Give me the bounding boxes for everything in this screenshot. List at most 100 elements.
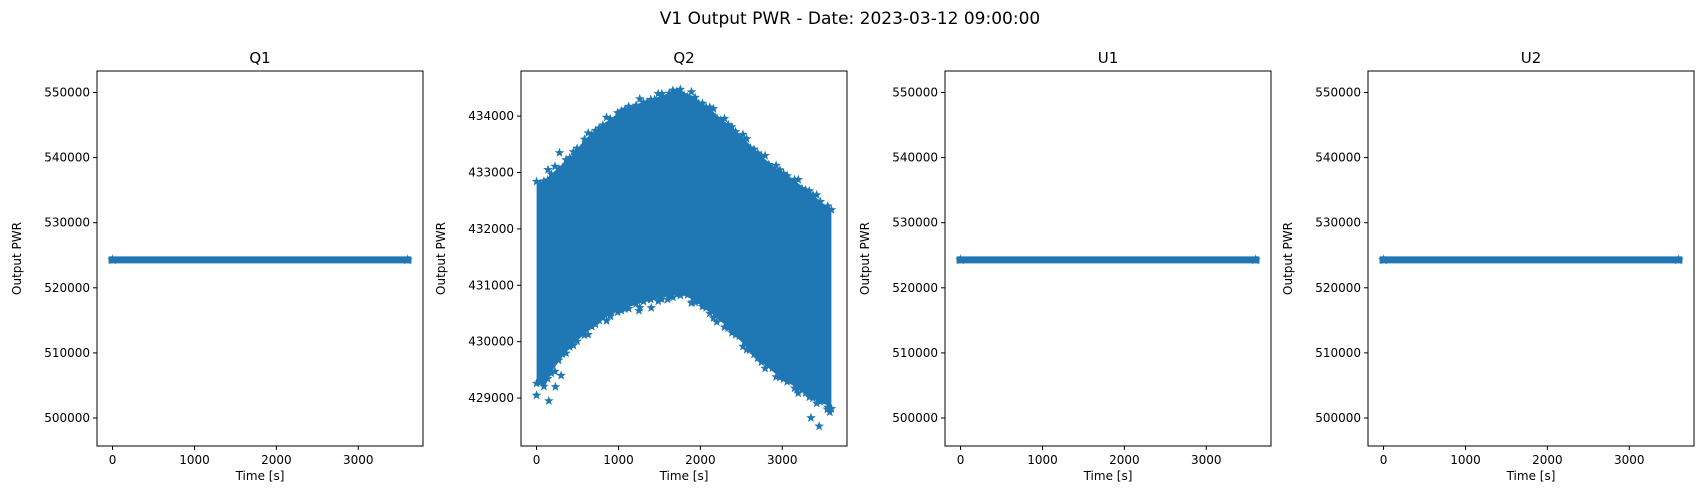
y-tick-label: 520000 (44, 281, 90, 295)
point-marker (590, 319, 601, 329)
point-marker (601, 315, 612, 325)
axes-frame (96, 70, 424, 447)
point-marker (745, 143, 756, 153)
point-marker (782, 376, 792, 386)
axes-frame (1367, 70, 1695, 447)
point-marker (806, 412, 816, 422)
point-marker (734, 331, 745, 341)
point-marker (804, 185, 815, 195)
point-marker (767, 363, 778, 373)
point-marker (649, 94, 660, 104)
point-marker (664, 291, 675, 301)
point-marker (653, 296, 663, 306)
data-series (955, 254, 1261, 265)
point-marker (773, 362, 783, 372)
point-marker (730, 126, 741, 136)
point-marker (612, 307, 623, 317)
point-marker (542, 175, 553, 185)
series-band (956, 256, 1260, 264)
point-marker (587, 129, 597, 139)
point-marker (631, 298, 641, 308)
y-tick-label: 429000 (468, 391, 514, 405)
point-marker (778, 168, 789, 178)
point-marker (682, 289, 693, 299)
x-tick-label: 0 (1380, 453, 1388, 467)
x-tick-label: 0 (533, 453, 541, 467)
point-marker (705, 308, 715, 318)
point-marker (598, 312, 608, 322)
x-tick-label: 3000 (1614, 453, 1645, 467)
y-tick-label: 510000 (44, 346, 90, 360)
point-marker (708, 103, 719, 113)
point-marker (616, 105, 627, 115)
point-marker (811, 398, 822, 408)
point-marker (811, 189, 822, 199)
point-marker (792, 384, 802, 394)
point-marker (822, 404, 833, 414)
y-tick-label: 510000 (892, 346, 938, 360)
point-marker (825, 407, 835, 417)
point-marker (576, 143, 586, 153)
y-tick-label: 540000 (1315, 151, 1361, 165)
subplot-q2: Q2 0 1000 2000 3000 429000 430000 431000 432000 4… (434, 49, 848, 483)
x-tick-label: 2000 (685, 453, 716, 467)
point-marker (764, 159, 774, 169)
point-marker (716, 114, 726, 124)
point-marker (542, 373, 553, 383)
axes-frame (520, 70, 848, 447)
y-axis-label: Output PWR (858, 222, 872, 295)
x-tick-label: 3000 (343, 453, 374, 467)
point-marker (738, 129, 748, 139)
x-tick-label: 3000 (1191, 453, 1222, 467)
point-marker (749, 349, 759, 359)
point-marker (601, 112, 612, 122)
point-marker (752, 148, 763, 158)
point-marker (546, 169, 557, 179)
point-marker (741, 133, 752, 143)
point-marker (583, 128, 593, 138)
point-marker (582, 319, 593, 329)
point-marker (760, 150, 770, 160)
point-marker (642, 97, 652, 107)
y-tick-label: 530000 (892, 216, 938, 230)
point-marker (535, 178, 545, 188)
point-marker (653, 88, 663, 98)
subplot-title: U1 (1098, 49, 1119, 67)
point-marker (543, 164, 553, 174)
x-tick-label: 1000 (603, 453, 634, 467)
point-marker (616, 305, 627, 315)
point-marker (646, 302, 656, 312)
point-marker (716, 314, 726, 324)
point-marker (819, 203, 829, 213)
point-marker (701, 302, 711, 312)
point-marker (723, 323, 733, 333)
point-marker (800, 387, 811, 397)
point-marker (623, 303, 634, 313)
y-tick-label: 540000 (892, 151, 938, 165)
point-marker (671, 86, 682, 96)
y-tick-label: 500000 (44, 411, 90, 425)
x-axis-label: Time [s] (1506, 469, 1556, 483)
point-marker (826, 204, 837, 214)
y-tick-label: 550000 (1315, 85, 1361, 99)
x-axis-label: Time [s] (659, 469, 709, 483)
y-tick-label: 550000 (44, 85, 90, 99)
point-marker (546, 368, 557, 378)
subplot-title: Q2 (673, 49, 694, 67)
y-axis-label: Output PWR (1281, 222, 1295, 295)
point-marker (627, 297, 638, 307)
point-marker (609, 304, 619, 314)
point-marker (778, 374, 789, 384)
series-band (536, 90, 832, 407)
point-marker (771, 160, 781, 170)
point-marker (664, 88, 675, 98)
point-marker (571, 333, 581, 343)
x-tick-label: 1000 (1027, 453, 1058, 467)
y-tick-label: 520000 (892, 281, 938, 295)
series-band (108, 256, 412, 264)
point-marker (531, 390, 542, 400)
point-marker (756, 357, 767, 367)
point-marker (605, 311, 616, 321)
point-marker (808, 190, 818, 200)
x-tick-label: 0 (109, 453, 117, 467)
